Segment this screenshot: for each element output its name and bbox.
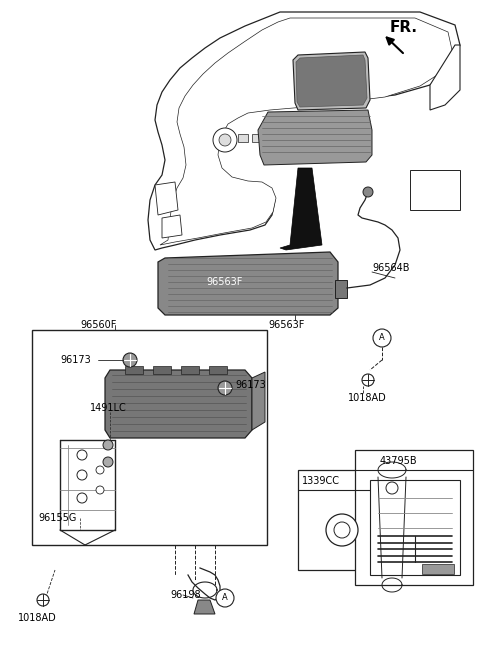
Circle shape bbox=[218, 381, 232, 395]
Circle shape bbox=[373, 329, 391, 347]
Polygon shape bbox=[430, 45, 460, 110]
Circle shape bbox=[326, 514, 358, 546]
Bar bbox=[335, 280, 347, 298]
Text: 96563F: 96563F bbox=[268, 320, 304, 330]
Polygon shape bbox=[296, 55, 367, 107]
Bar bbox=[355, 450, 473, 585]
Polygon shape bbox=[258, 110, 372, 165]
Bar bbox=[209, 366, 227, 374]
Circle shape bbox=[362, 374, 374, 386]
Text: A: A bbox=[222, 594, 228, 602]
Bar bbox=[298, 470, 386, 570]
Bar bbox=[252, 134, 262, 142]
Circle shape bbox=[103, 440, 113, 450]
Polygon shape bbox=[293, 52, 370, 110]
Circle shape bbox=[96, 486, 104, 494]
Bar bbox=[422, 564, 454, 574]
Text: 1339CC: 1339CC bbox=[302, 476, 340, 486]
Bar bbox=[370, 480, 460, 575]
Circle shape bbox=[103, 457, 113, 467]
Polygon shape bbox=[280, 168, 322, 250]
Text: 96563F: 96563F bbox=[207, 277, 243, 287]
Text: 43795B: 43795B bbox=[380, 456, 418, 466]
Text: 96155G: 96155G bbox=[38, 513, 76, 523]
Text: 96560F: 96560F bbox=[80, 320, 116, 330]
Polygon shape bbox=[105, 370, 252, 438]
Bar bbox=[181, 366, 199, 374]
Circle shape bbox=[96, 466, 104, 474]
Circle shape bbox=[213, 128, 237, 152]
Bar bbox=[266, 134, 276, 142]
Circle shape bbox=[123, 353, 137, 367]
Text: 1491LC: 1491LC bbox=[90, 403, 127, 413]
Text: 96173: 96173 bbox=[60, 355, 91, 365]
Text: 1018AD: 1018AD bbox=[18, 613, 57, 623]
Text: 96198: 96198 bbox=[170, 590, 201, 600]
Polygon shape bbox=[158, 252, 338, 315]
Circle shape bbox=[77, 470, 87, 480]
Bar bbox=[153, 366, 171, 374]
Bar bbox=[238, 134, 248, 142]
Circle shape bbox=[363, 187, 373, 197]
Bar bbox=[410, 170, 460, 210]
Bar bbox=[125, 366, 143, 374]
Polygon shape bbox=[162, 215, 182, 238]
Circle shape bbox=[77, 493, 87, 503]
Polygon shape bbox=[194, 600, 215, 614]
Circle shape bbox=[386, 482, 398, 494]
Polygon shape bbox=[160, 18, 452, 245]
Bar bbox=[32, 330, 267, 545]
Circle shape bbox=[37, 594, 49, 606]
Text: 96173: 96173 bbox=[235, 380, 266, 390]
Polygon shape bbox=[252, 372, 265, 430]
Circle shape bbox=[334, 522, 350, 538]
Circle shape bbox=[216, 589, 234, 607]
Polygon shape bbox=[155, 182, 178, 215]
Polygon shape bbox=[148, 12, 460, 250]
Text: 1018AD: 1018AD bbox=[348, 393, 387, 403]
Circle shape bbox=[219, 134, 231, 146]
Text: FR.: FR. bbox=[390, 20, 418, 35]
Text: 96564B: 96564B bbox=[372, 263, 409, 273]
Circle shape bbox=[77, 450, 87, 460]
Text: A: A bbox=[379, 333, 385, 342]
